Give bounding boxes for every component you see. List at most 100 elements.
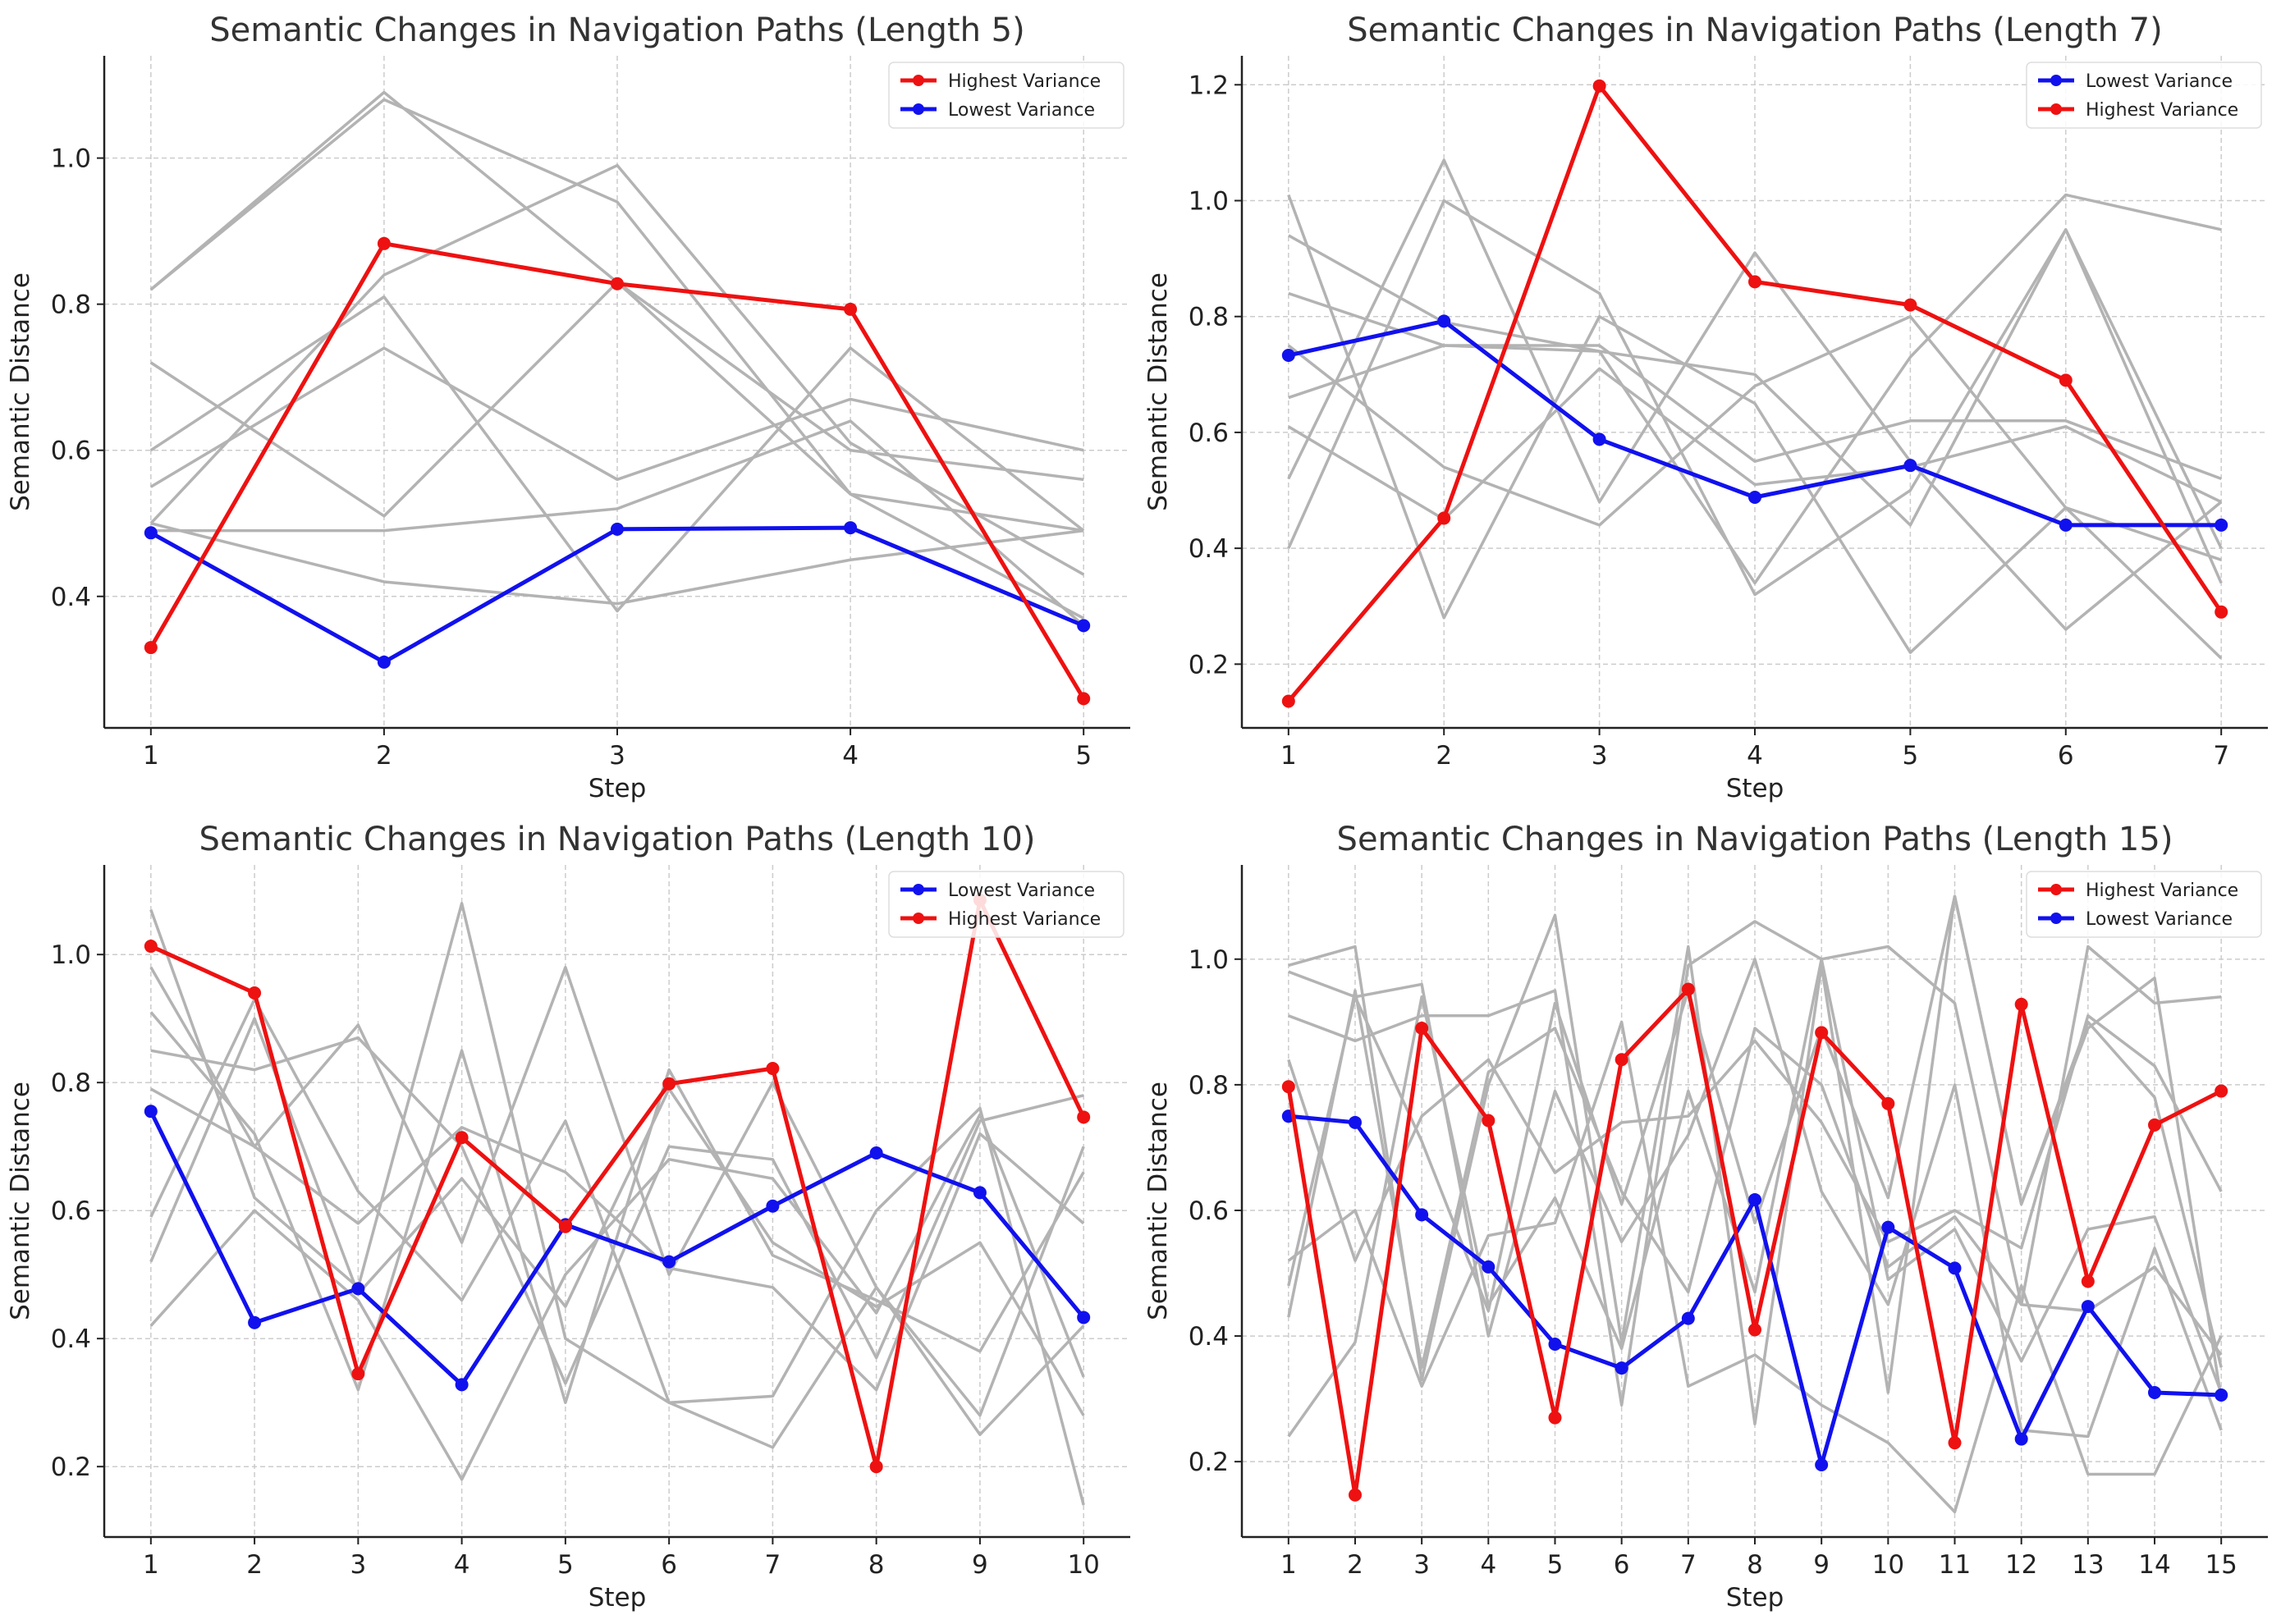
legend-box	[2026, 62, 2262, 129]
x-tick-label: 1	[1280, 1550, 1297, 1580]
lowest-variance-point	[1903, 459, 1917, 473]
background-path-line	[149, 98, 1085, 620]
highest-variance-point	[1281, 1080, 1295, 1094]
legend: Lowest Variance Highest Variance	[2026, 62, 2262, 129]
x-tick-label: 5	[1547, 1550, 1564, 1580]
highest-variance-point	[1881, 1096, 1895, 1110]
highest-variance-point	[844, 302, 858, 316]
chart-panel-4: 1 2 3 4 5 6 7 8 9 10 11 12 13 14 150.20.40.60.81.0Sema…	[1143, 821, 2268, 1613]
x-tick-label: 6	[1614, 1550, 1630, 1580]
lowest-variance-point	[2215, 518, 2228, 532]
highest-variance-point	[1592, 79, 1606, 93]
x-tick-label: 12	[2005, 1550, 2037, 1580]
highest-variance-point	[558, 1219, 572, 1233]
x-tick-label: 15	[2205, 1550, 2237, 1580]
lowest-variance-point	[662, 1255, 676, 1269]
lowest-variance-point	[2014, 1432, 2028, 1446]
lowest-variance-point	[144, 526, 158, 540]
x-tick-label: 1	[1280, 741, 1297, 771]
background-path-line	[1287, 314, 2222, 561]
background-path-line	[149, 1017, 1085, 1416]
y-tick-label: 1.0	[1189, 945, 1229, 975]
background-path-line	[1287, 989, 2223, 1370]
lowest-variance-point	[1281, 349, 1295, 363]
background-path-line	[1287, 958, 2223, 1438]
chart-title: Semantic Changes in Navigation Paths (Le…	[1337, 821, 2173, 858]
y-tick-label: 0.2	[51, 1452, 91, 1482]
x-tick-label: 7	[765, 1550, 781, 1580]
legend-marker-lowest-variance	[2050, 913, 2062, 924]
lowest-variance-point	[1948, 1261, 1962, 1275]
y-tick-label: 0.2	[1189, 1448, 1229, 1477]
x-tick-label: 9	[1813, 1550, 1830, 1580]
x-tick-label: 2	[376, 741, 392, 771]
x-tick-label: 11	[1939, 1550, 1971, 1580]
legend-box	[2026, 871, 2262, 938]
highest-variance-point	[611, 277, 624, 290]
highest-variance-point	[1615, 1053, 1628, 1067]
lowest-variance-point	[1615, 1361, 1628, 1375]
lowest-variance-point	[2215, 1388, 2228, 1402]
y-tick-label: 1.0	[51, 144, 91, 174]
y-axis-label: Semantic Distance	[1143, 272, 1173, 511]
highest-variance-point	[144, 641, 158, 655]
x-axis-label: Step	[1726, 774, 1784, 803]
background-path-line	[1287, 199, 2223, 597]
chart-panel-3: 1 2 3 4 5 6 7 8 9 10 0.2 0.4 0.6 0.8 1.0 Semantic Chang…	[6, 821, 1130, 1613]
x-tick-label: 2	[246, 1550, 263, 1580]
legend-label-highest-variance: Highest Variance	[948, 909, 1101, 930]
lowest-variance-point	[1437, 314, 1451, 328]
legend-marker-highest-variance	[2050, 884, 2062, 895]
x-tick-label: 4	[842, 741, 859, 771]
background-path-line	[149, 346, 1084, 488]
highest-variance-point	[2014, 997, 2028, 1011]
lowest-variance-point	[1592, 432, 1606, 446]
background-path-line	[149, 1011, 1085, 1404]
highest-variance-point	[1815, 1026, 1829, 1040]
highest-variance-point	[455, 1131, 469, 1145]
background-path-line	[149, 295, 1085, 613]
lowest-variance-point	[2148, 1385, 2162, 1399]
highest-variance-point	[1077, 1110, 1091, 1124]
y-axis-label: Semantic Distance	[6, 1082, 35, 1320]
background-path-line	[1288, 920, 2222, 1407]
y-tick-label: 0.6	[1189, 419, 1229, 448]
lowest-variance-point	[377, 655, 391, 669]
legend-marker-highest-variance	[2050, 103, 2062, 115]
y-axis-label: Semantic Distance	[6, 272, 35, 511]
y-tick-label: 0.6	[51, 437, 91, 466]
legend-marker-lowest-variance	[2050, 75, 2062, 86]
lowest-variance-point	[844, 521, 858, 535]
x-tick-label: 9	[972, 1550, 988, 1580]
highest-variance-point	[248, 986, 262, 1000]
lowest-variance-point	[144, 1105, 158, 1119]
background-path-line	[149, 281, 1084, 518]
background-path-line	[1287, 158, 2223, 631]
y-tick-label: 0.8	[1189, 303, 1229, 332]
x-tick-label: 5	[1075, 741, 1092, 771]
legend: Highest Variance Lowest Variance	[2026, 871, 2262, 938]
y-tick-label: 0.8	[51, 290, 91, 320]
background-path-line	[1288, 894, 2223, 1425]
highest-variance-point	[1681, 982, 1695, 996]
highest-variance-point	[1077, 692, 1091, 706]
chart-panel-2: 1 2 3 4 5 6 7 0.2 0.4 0.6 0.8 1.0 1.2 Semantic Change…	[1143, 11, 2268, 803]
lowest-variance-point	[1748, 490, 1761, 504]
lowest-variance-point	[766, 1199, 780, 1213]
legend-label-lowest-variance: Lowest Variance	[948, 881, 1095, 901]
legend-label-lowest-variance: Lowest Variance	[2086, 909, 2233, 930]
y-tick-label: 0.2	[1189, 650, 1229, 679]
lowest-variance-point	[455, 1378, 469, 1392]
highest-variance-point	[766, 1062, 780, 1076]
lowest-variance-point	[1881, 1220, 1895, 1234]
legend: Lowest Variance Highest Variance	[888, 871, 1124, 938]
legend-marker-lowest-variance	[913, 884, 924, 895]
background-path-line	[149, 1113, 1085, 1481]
chart-title: Semantic Changes in Navigation Paths (Le…	[199, 821, 1036, 858]
x-tick-label: 10	[1067, 1550, 1099, 1580]
background-path-line	[150, 522, 1084, 606]
lowest-variance-point	[1348, 1115, 1362, 1129]
legend-label-highest-variance: Highest Variance	[948, 71, 1101, 92]
lowest-variance-point	[351, 1282, 365, 1296]
